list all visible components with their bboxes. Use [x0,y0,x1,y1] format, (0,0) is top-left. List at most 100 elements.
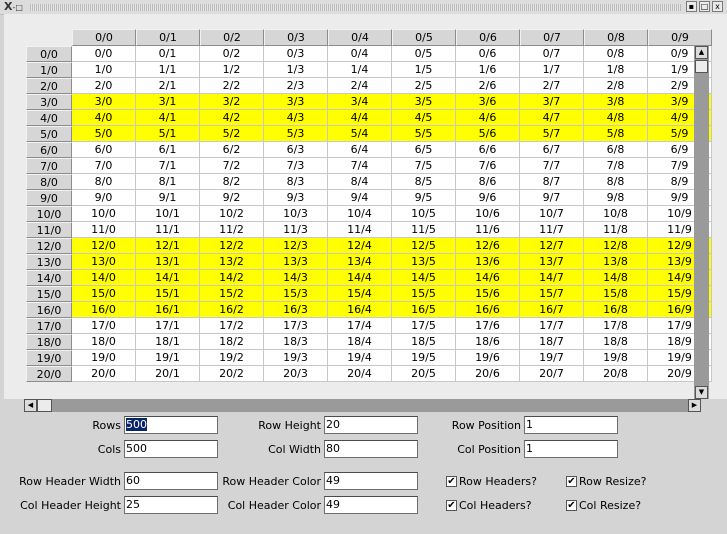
table-cell[interactable]: 5/4 [328,126,392,142]
table-cell[interactable]: 3/2 [200,94,264,110]
table-cell[interactable]: 19/1 [136,350,200,366]
table-cell[interactable]: 4/5 [392,110,456,126]
row-header[interactable]: 12/0 [26,238,72,254]
table-cell[interactable]: 17/3 [264,318,328,334]
table-cell[interactable]: 9/0 [72,190,136,206]
col-resize-checkbox[interactable]: ✔ [566,500,577,511]
table-cell[interactable]: 1/7 [520,62,584,78]
table-cell[interactable]: 2/2 [200,78,264,94]
col-headers-checkbox[interactable]: ✔ [446,500,457,511]
table-cell[interactable]: 12/3 [264,238,328,254]
table-cell[interactable]: 4/7 [520,110,584,126]
row-header[interactable]: 6/0 [26,142,72,158]
table-cell[interactable]: 13/2 [200,254,264,270]
table-cell[interactable]: 17/2 [200,318,264,334]
scroll-left-arrow-icon[interactable]: ◀ [24,399,37,412]
table-cell[interactable]: 13/4 [328,254,392,270]
table-cell[interactable]: 5/8 [584,126,648,142]
table-cell[interactable]: 7/3 [264,158,328,174]
table-cell[interactable]: 14/5 [392,270,456,286]
table-cell[interactable]: 10/1 [136,206,200,222]
table-cell[interactable]: 10/6 [456,206,520,222]
table-cell[interactable]: 5/1 [136,126,200,142]
row-header[interactable]: 17/0 [26,318,72,334]
table-cell[interactable]: 19/3 [264,350,328,366]
vertical-scroll-thumb[interactable] [695,60,708,73]
row-position-input[interactable]: 1 [524,416,618,434]
table-cell[interactable]: 13/8 [584,254,648,270]
table-cell[interactable]: 5/6 [456,126,520,142]
table-cell[interactable]: 20/7 [520,366,584,382]
table-cell[interactable]: 3/1 [136,94,200,110]
row-height-input[interactable]: 20 [324,416,418,434]
table-cell[interactable]: 17/5 [392,318,456,334]
table-cell[interactable]: 0/2 [200,46,264,62]
table-cell[interactable]: 3/6 [456,94,520,110]
table-cell[interactable]: 4/3 [264,110,328,126]
table-cell[interactable]: 3/5 [392,94,456,110]
title-bar[interactable]: X-□ ▪ □ x [0,0,727,15]
table-cell[interactable]: 2/5 [392,78,456,94]
table-cell[interactable]: 9/5 [392,190,456,206]
vertical-scrollbar[interactable]: ▲ ▼ [694,46,709,399]
table-cell[interactable]: 6/0 [72,142,136,158]
table-cell[interactable]: 13/6 [456,254,520,270]
table-cell[interactable]: 6/7 [520,142,584,158]
column-header[interactable]: 0/1 [136,29,200,46]
table-cell[interactable]: 11/3 [264,222,328,238]
table-cell[interactable]: 7/2 [200,158,264,174]
table-cell[interactable]: 13/5 [392,254,456,270]
table-cell[interactable]: 11/4 [328,222,392,238]
maximize-button[interactable]: □ [699,1,710,12]
table-cell[interactable]: 1/2 [200,62,264,78]
table-cell[interactable]: 14/7 [520,270,584,286]
table-cell[interactable]: 14/4 [328,270,392,286]
table-cell[interactable]: 3/7 [520,94,584,110]
table-cell[interactable]: 0/4 [328,46,392,62]
row-header[interactable]: 18/0 [26,334,72,350]
row-header[interactable]: 16/0 [26,302,72,318]
table-cell[interactable]: 5/5 [392,126,456,142]
table-cell[interactable]: 12/0 [72,238,136,254]
table-cell[interactable]: 18/3 [264,334,328,350]
table-cell[interactable]: 16/2 [200,302,264,318]
row-header[interactable]: 7/0 [26,158,72,174]
minimize-button[interactable]: ▪ [686,1,697,12]
table-cell[interactable]: 2/0 [72,78,136,94]
close-button[interactable]: x [712,1,723,12]
table-cell[interactable]: 7/7 [520,158,584,174]
table-cell[interactable]: 19/0 [72,350,136,366]
table-cell[interactable]: 13/0 [72,254,136,270]
table-cell[interactable]: 5/0 [72,126,136,142]
horizontal-scrollbar[interactable]: ◀ ▶ [24,399,701,412]
table-cell[interactable]: 20/0 [72,366,136,382]
row-header[interactable]: 15/0 [26,286,72,302]
table-cell[interactable]: 3/8 [584,94,648,110]
table-cell[interactable]: 11/8 [584,222,648,238]
table-cell[interactable]: 1/6 [456,62,520,78]
table-cell[interactable]: 2/1 [136,78,200,94]
table-cell[interactable]: 15/5 [392,286,456,302]
table-cell[interactable]: 8/5 [392,174,456,190]
column-header[interactable]: 0/8 [584,29,648,46]
table-cell[interactable]: 13/3 [264,254,328,270]
col-header-height-input[interactable]: 25 [124,496,218,514]
table-cell[interactable]: 17/8 [584,318,648,334]
table-cell[interactable]: 7/6 [456,158,520,174]
table-cell[interactable]: 8/7 [520,174,584,190]
column-header[interactable]: 0/9 [648,29,712,46]
table-cell[interactable]: 16/8 [584,302,648,318]
table-cell[interactable]: 8/8 [584,174,648,190]
table-cell[interactable]: 19/8 [584,350,648,366]
table-cell[interactable]: 16/0 [72,302,136,318]
table-cell[interactable]: 16/7 [520,302,584,318]
table-cell[interactable]: 6/6 [456,142,520,158]
scroll-up-arrow-icon[interactable]: ▲ [695,46,708,59]
table-cell[interactable]: 4/0 [72,110,136,126]
row-header[interactable]: 1/0 [26,62,72,78]
table-cell[interactable]: 0/6 [456,46,520,62]
table-cell[interactable]: 8/6 [456,174,520,190]
table-cell[interactable]: 9/8 [584,190,648,206]
table-cell[interactable]: 19/5 [392,350,456,366]
row-resize-checkbox[interactable]: ✔ [566,476,577,487]
